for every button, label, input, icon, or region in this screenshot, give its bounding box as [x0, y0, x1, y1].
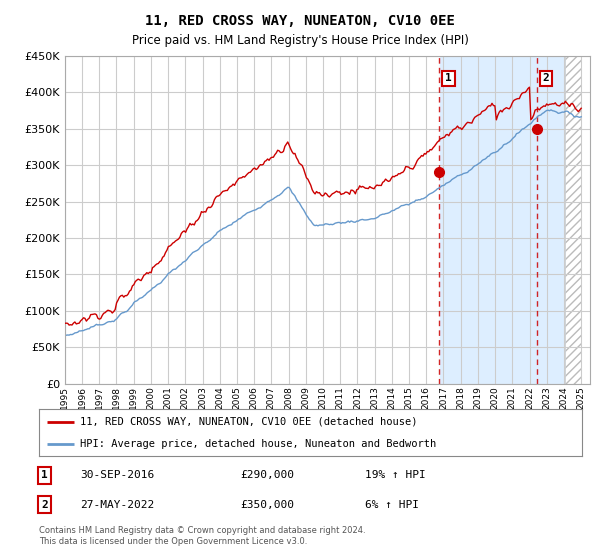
Text: 19% ↑ HPI: 19% ↑ HPI [365, 470, 425, 480]
Text: £350,000: £350,000 [240, 500, 294, 510]
Text: 11, RED CROSS WAY, NUNEATON, CV10 0EE (detached house): 11, RED CROSS WAY, NUNEATON, CV10 0EE (d… [80, 417, 417, 427]
Text: £290,000: £290,000 [240, 470, 294, 480]
Text: 1: 1 [445, 73, 452, 83]
Text: 27-MAY-2022: 27-MAY-2022 [80, 500, 154, 510]
Text: Price paid vs. HM Land Registry's House Price Index (HPI): Price paid vs. HM Land Registry's House … [131, 34, 469, 46]
Text: 11, RED CROSS WAY, NUNEATON, CV10 0EE: 11, RED CROSS WAY, NUNEATON, CV10 0EE [145, 14, 455, 28]
Text: 1: 1 [41, 470, 48, 480]
Text: HPI: Average price, detached house, Nuneaton and Bedworth: HPI: Average price, detached house, Nune… [80, 438, 436, 449]
Text: 30-SEP-2016: 30-SEP-2016 [80, 470, 154, 480]
Text: 6% ↑ HPI: 6% ↑ HPI [365, 500, 419, 510]
Text: 2: 2 [41, 500, 48, 510]
Text: Contains HM Land Registry data © Crown copyright and database right 2024.
This d: Contains HM Land Registry data © Crown c… [39, 526, 365, 546]
Text: 2: 2 [543, 73, 550, 83]
